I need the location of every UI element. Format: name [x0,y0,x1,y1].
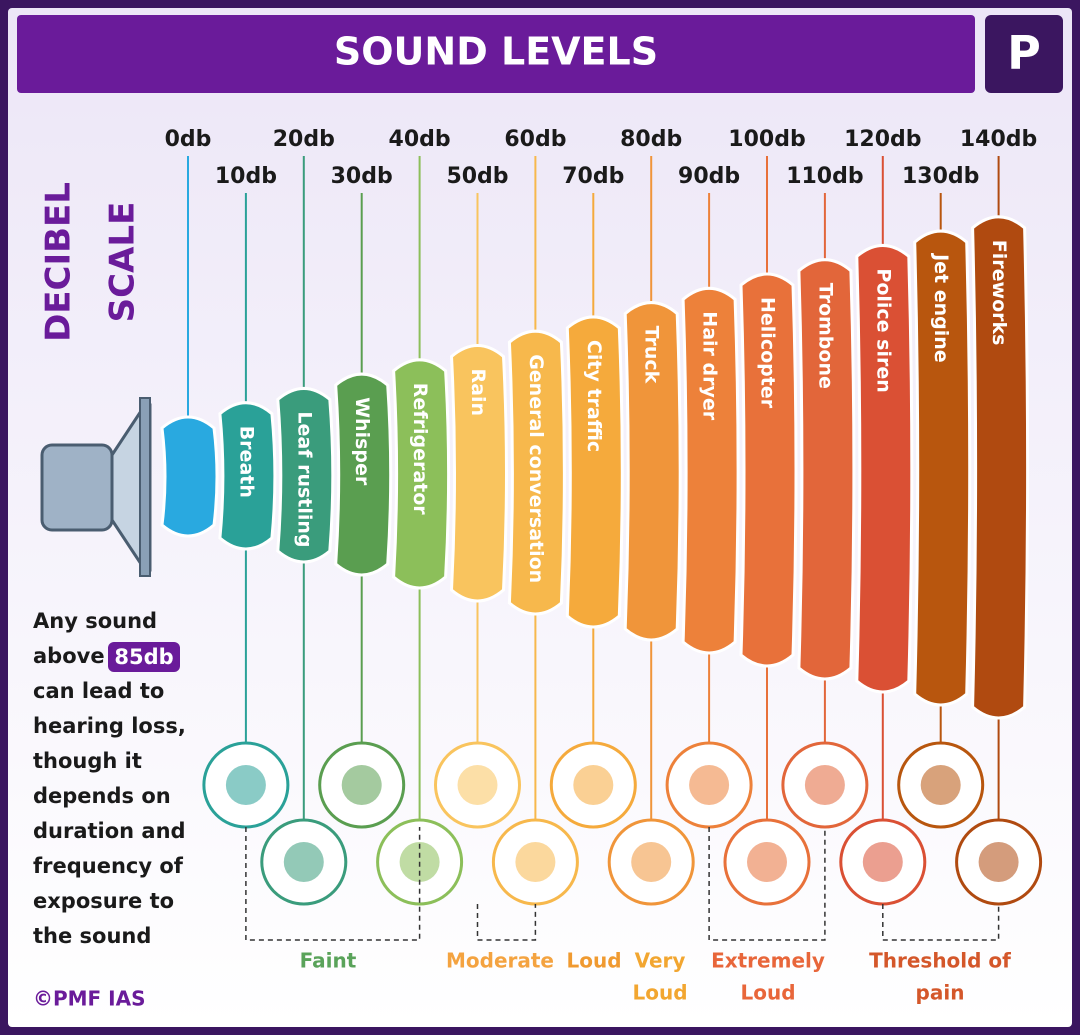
level-label: Truck [641,326,663,384]
icon [862,842,903,882]
level-bar [681,286,740,655]
db-label: 100db [728,127,805,152]
bracket [882,904,1000,941]
level-label: Refrigerator [409,383,431,515]
icon [689,765,730,805]
side-title: SCALE [103,202,143,323]
db-label: 90db [678,164,740,189]
bracket [708,827,826,941]
icon [920,765,961,805]
level-label: City traffic [583,340,605,452]
db-label: 30db [331,164,393,189]
note-line: above [33,644,105,668]
db-label: 140db [960,127,1037,152]
level-bar [218,401,277,551]
level-label: Jet engine [930,252,952,363]
level-label: Leaf rustling [293,411,315,547]
db-label: 40db [389,127,451,152]
level-bar [623,301,682,642]
group-label: Faint [300,949,357,973]
logo: P [1007,26,1041,80]
icon [631,842,672,882]
level-bar [160,415,219,538]
copyright: ©PMF IAS [33,987,146,1011]
level-bar [739,272,798,668]
level-bar [913,229,972,707]
group-label: Loud [740,981,795,1005]
highlight-box [108,642,180,672]
group-label: Very [635,949,686,973]
note-line: Any sound [33,609,157,633]
level-bar [392,358,451,590]
level-bar [797,258,856,681]
db-label: 20db [273,127,335,152]
db-label: 60db [504,127,566,152]
icon [573,765,614,805]
icon [225,765,266,805]
group-label: Loud [566,949,621,973]
level-bar [507,329,566,616]
note-line: duration and [33,819,186,843]
highlight: 85db [114,645,173,669]
group-label: Extremely [711,949,825,973]
level-label: Trombone [814,283,836,389]
icon [341,765,382,805]
level-label: Police siren [872,268,894,392]
note-line: though it [33,749,142,773]
db-label: 50db [446,164,508,189]
logo-box [985,15,1063,93]
level-label: Hair dryer [699,311,721,420]
db-label: 120db [844,127,921,152]
level-bar [334,372,393,577]
level-bar [565,315,624,629]
group-label: Threshold of [869,949,1011,973]
level-bar [276,386,335,564]
group-label: pain [916,981,965,1005]
level-bar [971,215,1030,720]
icon [283,842,324,882]
title: SOUND LEVELS [334,30,658,74]
db-label: 10db [215,164,277,189]
speaker [40,397,152,577]
group-label: Loud [632,981,687,1005]
icon [515,842,556,882]
level-bar [855,243,914,694]
note-line: the sound [33,924,151,948]
level-label: Breath [235,426,257,498]
note-line: depends on [33,784,171,808]
title-bar [17,15,975,93]
bracket [245,827,421,941]
note-line: can lead to [33,679,164,703]
group-label: Moderate [446,949,554,973]
note-line: exposure to [33,889,174,913]
db-label: 110db [786,164,863,189]
bracket [476,904,537,941]
note-line: frequency of [33,854,184,878]
db-label: 80db [620,127,682,152]
level-label: Rain [467,369,489,417]
level-label: Helicopter [757,297,779,409]
note-line: hearing loss, [33,714,186,738]
level-bar [449,344,508,603]
level-label: Whisper [351,397,373,486]
level-label: General conversation [525,354,547,583]
icon [747,842,787,882]
side-title: DECIBEL [39,182,79,342]
icon [457,765,498,805]
db-label: 70db [562,164,624,189]
level-label: Fireworks [988,240,1010,346]
db-label: 130db [902,164,979,189]
icon [978,842,1019,882]
db-label: 0db [165,127,212,152]
icon [804,765,845,805]
